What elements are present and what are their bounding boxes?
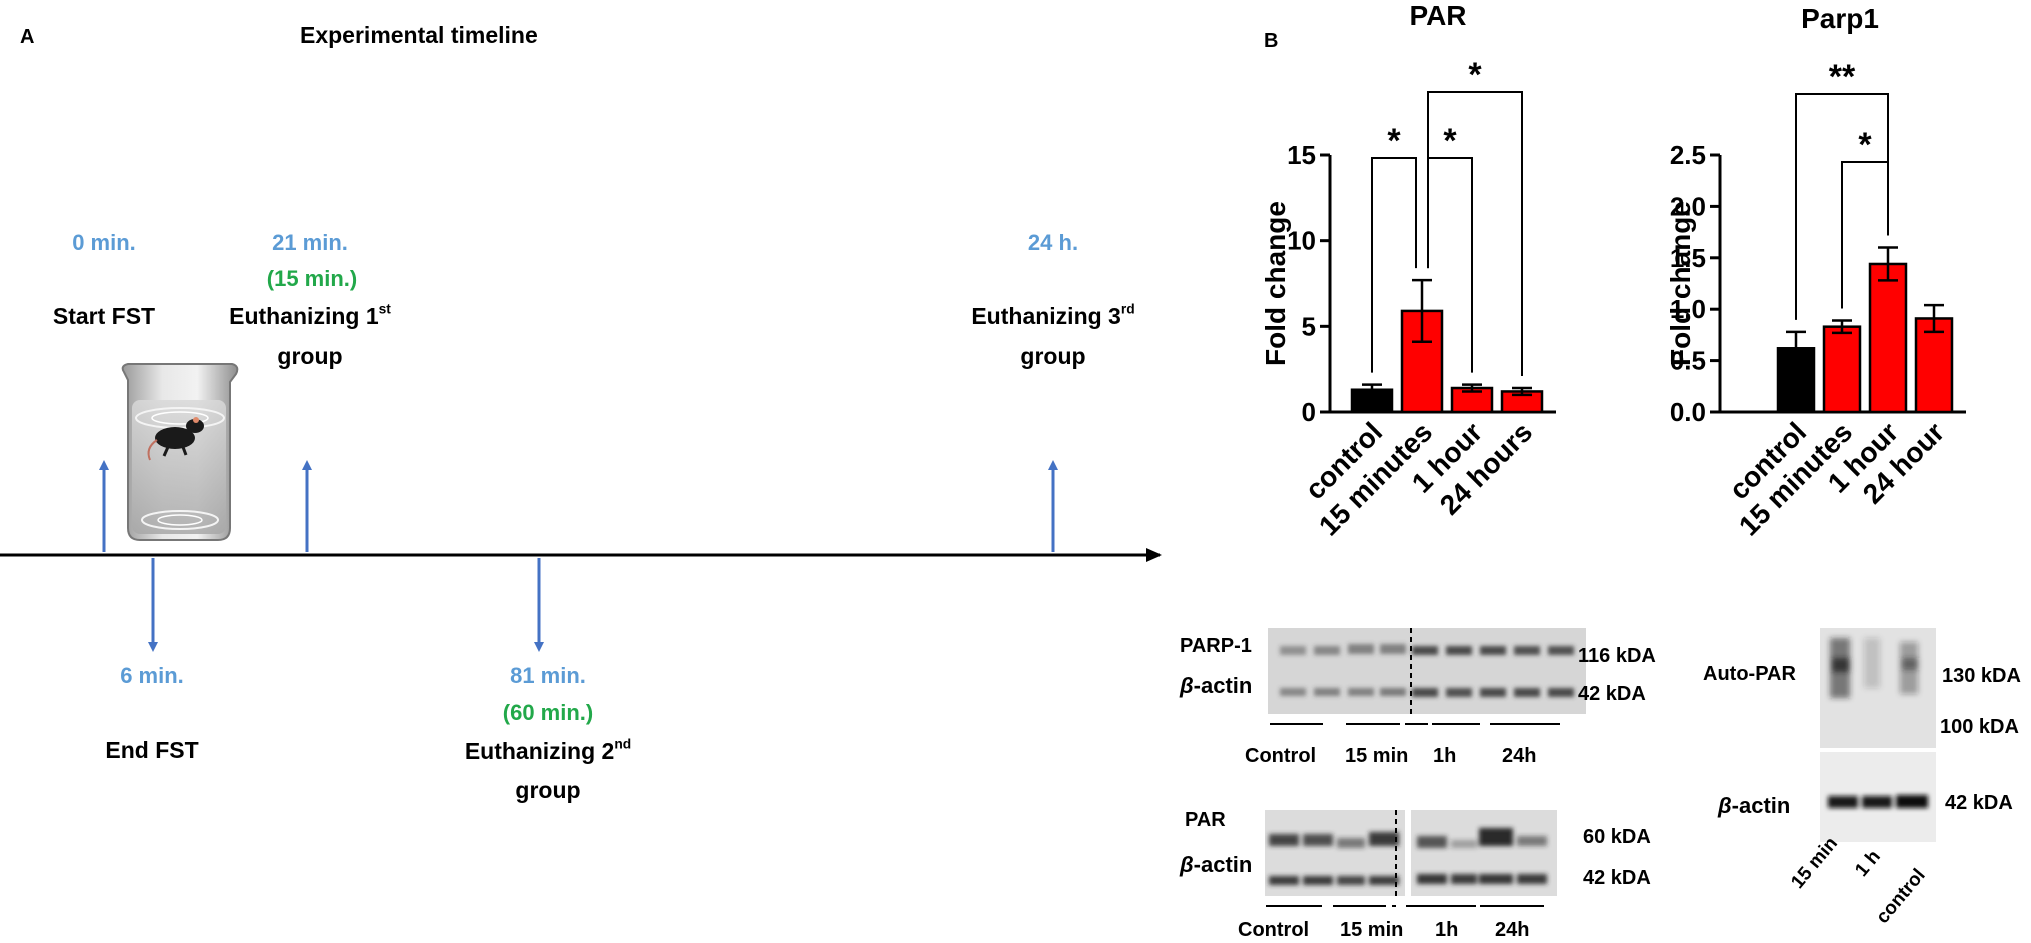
timeline-title: Experimental timeline bbox=[300, 22, 538, 48]
event-label-euth-1-group: group bbox=[277, 343, 343, 369]
parp1-blot-row2-label: β-actin bbox=[1180, 673, 1253, 698]
par-blot-group-control: Control bbox=[1238, 919, 1310, 941]
parp1-blot-image bbox=[1268, 628, 1586, 714]
par-blot-kda2: 42 kDA bbox=[1583, 867, 1651, 889]
chart2-ytick-label: 0.0 bbox=[1670, 397, 1706, 427]
chart1-ylabel: Fold change bbox=[1260, 201, 1291, 366]
autopar-blot-row2-label: β-actin bbox=[1718, 793, 1791, 818]
chart1-ytick-label: 5 bbox=[1302, 311, 1316, 341]
par-blot-row1-label: PAR bbox=[1185, 809, 1226, 831]
parp1-blot-group-15min: 15 min bbox=[1345, 745, 1409, 767]
autopar-blot-image bbox=[1820, 628, 1936, 748]
autopar-blot-row1-label: Auto-PAR bbox=[1703, 663, 1796, 685]
chart1-title: PAR bbox=[1409, 0, 1466, 31]
chart1-sig-bracket-0 bbox=[1371, 157, 1417, 373]
panel-a-label: A bbox=[20, 26, 35, 48]
chart1-sig-label-0: * bbox=[1387, 122, 1401, 160]
chart1-sig-label-2: * bbox=[1468, 56, 1482, 94]
autopar-actin-blot-image bbox=[1820, 752, 1936, 842]
par-blot-row2-label: β-actin bbox=[1180, 852, 1253, 877]
chart1-ytick-label: 10 bbox=[1287, 226, 1316, 256]
chart1-sig-bracket-2 bbox=[1427, 91, 1523, 377]
event-time-24h: 24 h. bbox=[1027, 230, 1079, 255]
autopar-blot-kda2: 100 kDA bbox=[1940, 716, 2019, 738]
chart2-ytick-label: 2.5 bbox=[1670, 140, 1706, 170]
panel-b-label: B bbox=[1264, 30, 1279, 52]
event-label-euth-2-group: group bbox=[515, 777, 581, 803]
par-blot-group-1h: 1h bbox=[1435, 919, 1459, 941]
parp1-blot-kda2: 42 kDA bbox=[1578, 683, 1646, 705]
autopar-blot-kda1: 130 kDA bbox=[1942, 665, 2021, 687]
par-blot-image bbox=[1265, 810, 1557, 896]
event-label-euth-3: Euthanizing 3rd bbox=[971, 301, 1135, 329]
chart2-ytick-label: 0.5 bbox=[1670, 346, 1706, 376]
event-time-6min: 6 min. bbox=[120, 663, 184, 688]
par-blot-group-24h: 24h bbox=[1495, 919, 1530, 941]
chart2-sig-label-1: * bbox=[1858, 126, 1872, 164]
event-label-euth-3-group: group bbox=[1020, 343, 1086, 369]
parp1-blot-group-control: Control bbox=[1245, 745, 1317, 767]
event-sub-60min: (60 min.) bbox=[502, 700, 594, 725]
parp1-blot-group-1h: 1h bbox=[1433, 745, 1457, 767]
chart2-ylabel: Fold change bbox=[1665, 201, 1696, 366]
chart2-ytick-label: 2.0 bbox=[1670, 191, 1706, 221]
event-label-euth-2: Euthanizing 2nd bbox=[464, 736, 632, 764]
chart2-bar-1 bbox=[1822, 325, 1862, 414]
chart1-ytick-label: 0 bbox=[1302, 397, 1316, 427]
parp1-blot-kda1: 116 kDA bbox=[1578, 645, 1656, 667]
chart1-ytick-label: 15 bbox=[1287, 140, 1316, 170]
chart2-ytick-label: 1.5 bbox=[1670, 243, 1706, 273]
chart2-title: Parp1 bbox=[1801, 3, 1879, 34]
event-sub-15min: (15 min.) bbox=[266, 266, 358, 291]
chart2-ytick-label: 1.0 bbox=[1670, 294, 1706, 324]
beaker-mouse-illustration bbox=[121, 363, 239, 541]
chart1-sig-label-1: * bbox=[1443, 122, 1457, 160]
chart2-sig-bracket-1 bbox=[1841, 161, 1889, 309]
parp1-blot-row1-label: PARP-1 bbox=[1180, 635, 1252, 657]
parp1-blot-group-24h: 24h bbox=[1502, 745, 1537, 767]
event-time-81min: 81 min. bbox=[510, 663, 586, 688]
event-time-0min: 0 min. bbox=[72, 230, 136, 255]
par-blot-group-15min: 15 min bbox=[1340, 919, 1404, 941]
event-label-end-fst: End FST bbox=[105, 737, 199, 763]
chart2-bar-3 bbox=[1914, 317, 1954, 414]
event-time-21min: 21 min. bbox=[272, 230, 348, 255]
event-label-start-fst: Start FST bbox=[52, 303, 156, 329]
chart2-sig-label-0: ** bbox=[1829, 58, 1856, 96]
par-blot-kda1: 60 kDA bbox=[1583, 826, 1651, 848]
autopar-blot-kda3: 42 kDA bbox=[1945, 792, 2013, 814]
event-label-euth-1: Euthanizing 1st bbox=[229, 301, 391, 329]
